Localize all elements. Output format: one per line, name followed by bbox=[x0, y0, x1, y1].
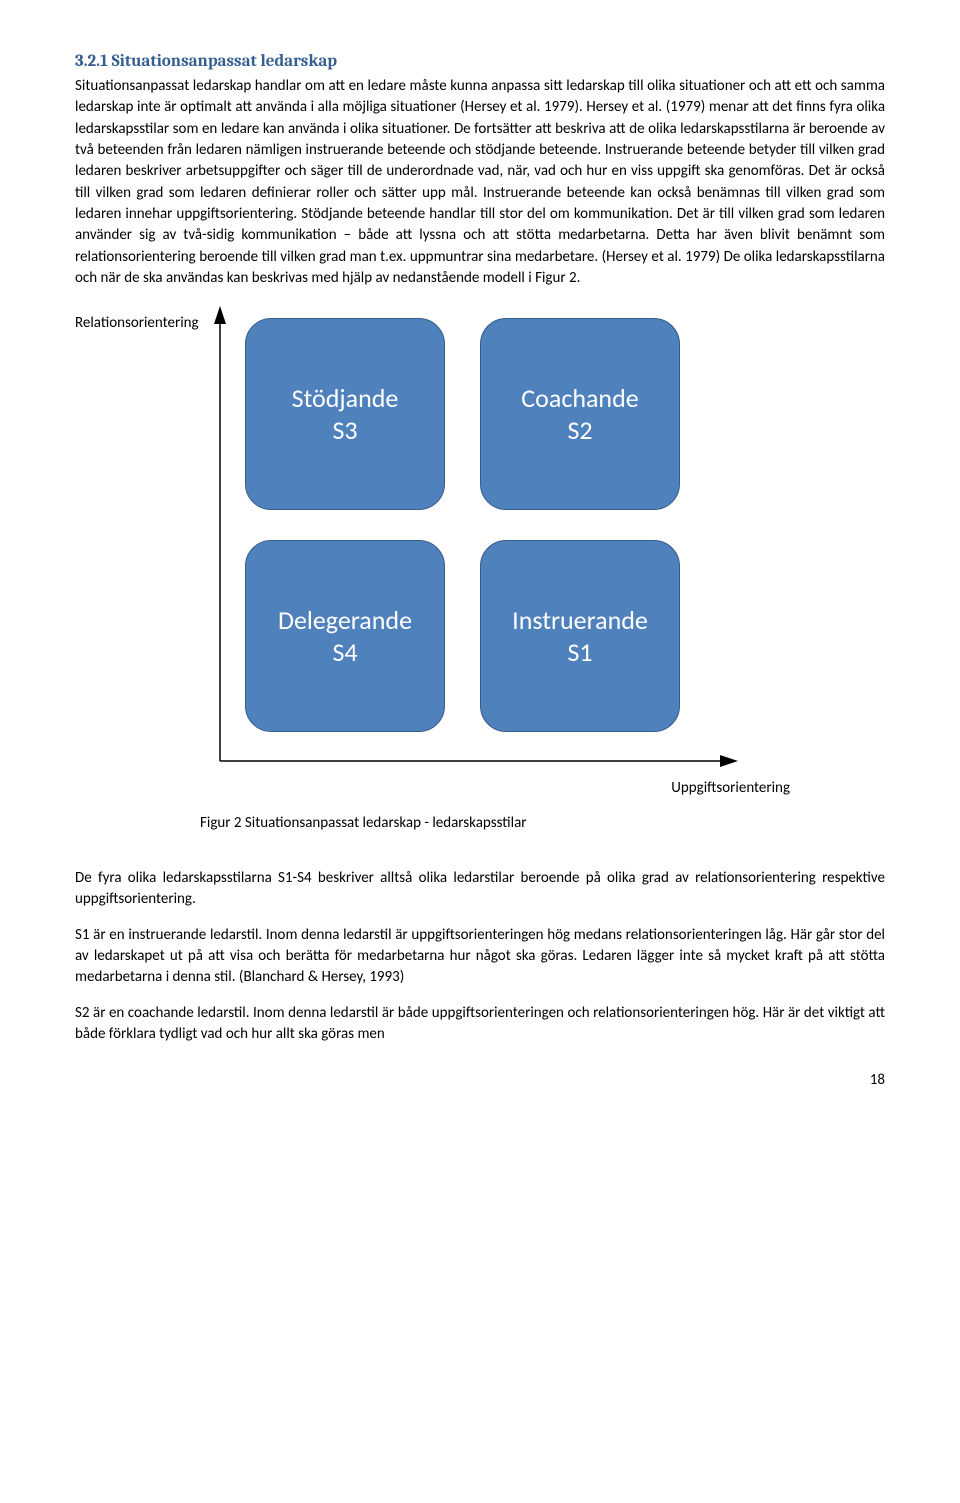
x-axis-label: Uppgiftsorientering bbox=[671, 778, 790, 799]
paragraph-3: S1 är en instruerande ledarstil. Inom de… bbox=[75, 925, 885, 989]
figure-caption: Figur 2 Situationsanpassat ledarskap - l… bbox=[200, 813, 526, 834]
box-sub: S4 bbox=[332, 636, 357, 669]
box-delegerande-s4: Delegerande S4 bbox=[245, 540, 445, 732]
box-coachande-s2: Coachande S2 bbox=[480, 318, 680, 510]
paragraph-4: S2 är en coachande ledarstil. Inom denna… bbox=[75, 1003, 885, 1046]
box-stodjande-s3: Stödjande S3 bbox=[245, 318, 445, 510]
box-sub: S3 bbox=[332, 414, 357, 447]
page-number: 18 bbox=[75, 1070, 885, 1091]
box-title: Coachande bbox=[521, 382, 638, 415]
box-title: Stödjande bbox=[292, 382, 399, 415]
section-heading: 3.2.1 Situationsanpassat ledarskap bbox=[75, 50, 885, 74]
box-title: Delegerande bbox=[278, 604, 412, 637]
y-axis-label: Relationsorientering bbox=[75, 313, 199, 334]
figure-2: Relationsorientering Stödjande S3 Coacha… bbox=[75, 303, 885, 858]
box-sub: S1 bbox=[567, 636, 592, 669]
box-instruerande-s1: Instruerande S1 bbox=[480, 540, 680, 732]
quadrant-grid: Stödjande S3 Coachande S2 Delegerande S4… bbox=[245, 318, 680, 732]
box-sub: S2 bbox=[567, 414, 592, 447]
paragraph-1: Situationsanpassat ledarskap handlar om … bbox=[75, 76, 885, 289]
box-title: Instruerande bbox=[512, 604, 648, 637]
paragraph-2: De fyra olika ledarskapsstilarna S1-S4 b… bbox=[75, 868, 885, 911]
